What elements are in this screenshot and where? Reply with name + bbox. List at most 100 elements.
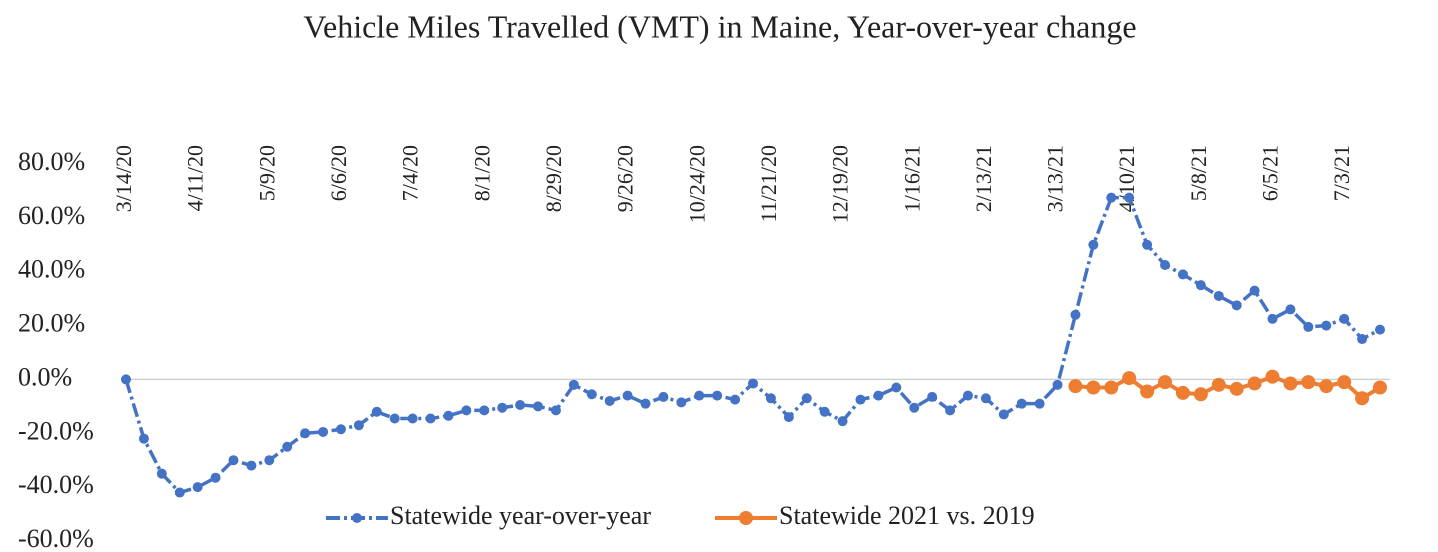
series-point: [855, 394, 866, 405]
series-point: [676, 397, 687, 408]
series-point: [335, 424, 346, 435]
series-point: [1160, 259, 1171, 270]
series-point: [1193, 387, 1208, 402]
x-tick-label: 8/29/20: [541, 145, 566, 212]
x-tick-label: 1/16/21: [899, 145, 924, 212]
series-point: [945, 405, 956, 416]
series-point: [264, 455, 275, 466]
series-point: [1247, 376, 1262, 391]
series-point: [604, 395, 615, 406]
series-point: [1177, 269, 1188, 280]
series-point: [1229, 381, 1244, 396]
series-point: [962, 390, 973, 401]
series-point: [533, 401, 544, 412]
series-point: [819, 406, 830, 417]
series-point: [1175, 385, 1190, 400]
series-point: [156, 468, 167, 479]
series-point: [1249, 285, 1260, 296]
x-tick-label: 6/6/20: [326, 145, 351, 201]
series-point: [891, 382, 902, 393]
x-tick-label: 3/13/21: [1043, 145, 1068, 212]
x-tick-label: 2/13/21: [971, 145, 996, 212]
series-point: [1086, 380, 1101, 395]
y-tick-label: 20.0%: [18, 309, 85, 338]
x-tick-label: 7/3/21: [1329, 145, 1354, 201]
y-tick-label: 40.0%: [18, 255, 85, 284]
series-point: [1034, 398, 1045, 409]
series-point: [1052, 379, 1063, 390]
series-point: [1373, 380, 1387, 395]
series-point: [801, 393, 812, 404]
series-point: [1211, 377, 1226, 392]
y-tick-label: -20.0%: [18, 416, 94, 445]
series-point: [1231, 300, 1242, 311]
series-point: [837, 416, 848, 427]
series-point: [712, 390, 723, 401]
series-point: [479, 405, 490, 416]
series-point: [228, 455, 239, 466]
series-point: [1375, 324, 1385, 335]
series-point: [998, 409, 1009, 420]
x-tick-label: 4/11/20: [183, 145, 208, 211]
y-tick-label: 60.0%: [18, 201, 85, 230]
series-point: [1124, 192, 1135, 203]
series-point: [1357, 334, 1368, 345]
series-point: [389, 413, 400, 424]
series-point: [1339, 313, 1350, 324]
series-point: [1068, 379, 1083, 394]
series-point: [121, 374, 131, 385]
x-tick-label: 10/24/20: [684, 145, 709, 223]
series-point: [765, 393, 776, 404]
series-point: [1267, 313, 1278, 324]
series-point: [515, 400, 526, 411]
series-point: [873, 390, 884, 401]
x-tick-label: 5/9/20: [254, 145, 279, 201]
y-tick-label: -40.0%: [18, 470, 94, 499]
legend-label: Statewide year-over-year: [390, 501, 651, 530]
series-point: [1070, 309, 1081, 320]
series-point: [1195, 280, 1206, 291]
series-point: [1158, 375, 1173, 390]
series-point: [1142, 239, 1153, 250]
series-point: [909, 402, 920, 413]
series-point: [497, 402, 508, 413]
series-point: [407, 413, 418, 424]
legend-marker: [352, 513, 362, 523]
series-point: [353, 420, 364, 431]
legend-label: Statewide 2021 vs. 2019: [779, 501, 1035, 530]
series-point: [568, 379, 579, 390]
series-point: [1106, 192, 1117, 203]
series-point: [371, 406, 382, 417]
x-tick-label: 4/10/21: [1114, 145, 1139, 212]
series-point: [658, 391, 669, 402]
series-point: [1337, 375, 1352, 390]
series-point: [246, 460, 257, 471]
series-point: [1016, 398, 1027, 409]
series-point: [1104, 380, 1119, 395]
series-point: [783, 412, 794, 423]
series-point: [1088, 239, 1099, 250]
y-tick-label: 80.0%: [18, 147, 85, 176]
series-point: [1319, 379, 1334, 394]
series-point: [1122, 371, 1137, 386]
series-point: [980, 393, 991, 404]
series-point: [694, 390, 705, 401]
series-point: [174, 487, 185, 498]
series-point: [1265, 369, 1280, 384]
series-point: [1321, 320, 1332, 331]
x-tick-label: 9/26/20: [613, 145, 638, 212]
series-point: [282, 441, 293, 452]
series-point: [586, 389, 597, 400]
series-line: [124, 195, 1381, 495]
x-tick-label: 8/1/20: [469, 145, 494, 201]
series-point: [461, 405, 472, 416]
series-point: [1301, 375, 1316, 390]
y-tick-label: -60.0%: [18, 524, 94, 552]
series-point: [730, 394, 741, 405]
series-point: [1303, 321, 1314, 332]
series-point: [300, 428, 311, 439]
chart-title: Vehicle Miles Travelled (VMT) in Maine, …: [303, 8, 1136, 44]
series-point: [550, 405, 561, 416]
x-tick-label: 6/5/21: [1258, 145, 1283, 201]
